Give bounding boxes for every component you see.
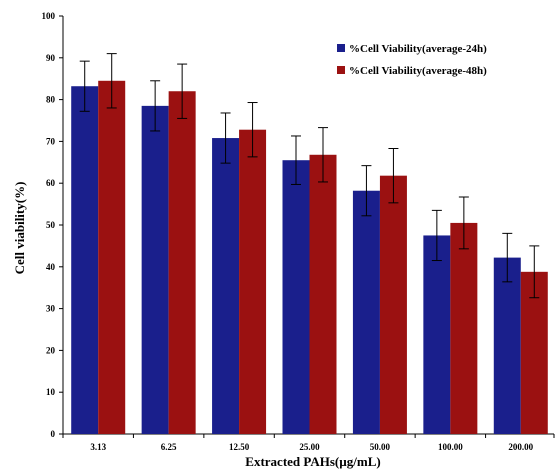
y-tick-label: 90 — [46, 53, 56, 63]
bar-24h — [141, 105, 169, 435]
x-axis: 3.13 6.25 12.50 25.00 50.00 100.00 200.00 — [62, 433, 555, 452]
x-tick-label: 25.00 — [299, 442, 320, 452]
bar-48h — [520, 271, 548, 434]
bar-24h — [212, 138, 240, 434]
bar-48h — [379, 175, 407, 434]
x-axis-title: Extracted PAHs(µg/mL) — [245, 454, 380, 469]
bar-48h — [168, 91, 196, 435]
legend-label-48h: %Cell Viability(average-48h) — [349, 65, 487, 77]
bar-24h — [423, 235, 451, 434]
y-tick-label: 100 — [42, 11, 56, 21]
legend: %Cell Viability(average-24h) %Cell Viabi… — [337, 43, 487, 77]
legend-label-24h: %Cell Viability(average-24h) — [349, 43, 487, 55]
y-tick-label: 50 — [46, 220, 56, 230]
bars-layer — [71, 80, 548, 435]
y-axis: 0 10 20 30 40 50 60 70 80 90 100 — [42, 11, 64, 439]
y-axis-title: Cell viability(%) — [12, 182, 27, 275]
bar-48h — [98, 80, 126, 434]
error-bars-layer — [79, 53, 540, 299]
bar-24h — [493, 257, 521, 434]
x-tick-label: 100.00 — [438, 442, 463, 452]
bar-24h — [352, 190, 380, 434]
x-tick-label: 12.50 — [229, 442, 250, 452]
x-tick-label: 6.25 — [161, 442, 177, 452]
y-tick-label: 60 — [46, 178, 56, 188]
y-tick-label: 10 — [46, 387, 56, 397]
x-tick-label: 3.13 — [90, 442, 106, 452]
y-tick-label: 0 — [51, 429, 56, 439]
y-tick-label: 70 — [46, 136, 56, 146]
y-tick-label: 80 — [46, 95, 56, 105]
bar-48h — [309, 154, 337, 434]
legend-swatch-24h — [337, 44, 345, 52]
y-tick-label: 30 — [46, 304, 56, 314]
bar-48h — [450, 222, 478, 434]
y-tick-label: 20 — [46, 345, 56, 355]
x-tick-label: 200.00 — [508, 442, 533, 452]
bar-48h — [239, 129, 267, 435]
bar-24h — [282, 160, 310, 434]
legend-swatch-48h — [337, 66, 345, 74]
x-tick-label: 50.00 — [370, 442, 391, 452]
bar-24h — [71, 86, 99, 434]
y-tick-label: 40 — [46, 262, 56, 272]
